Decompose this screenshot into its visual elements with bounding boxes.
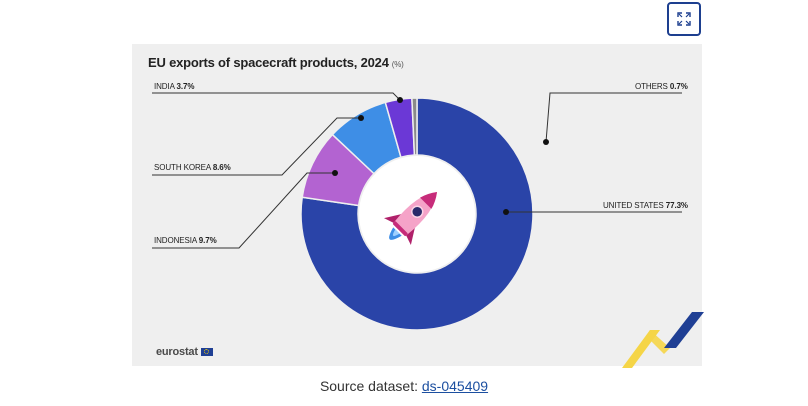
decorative-stripes (622, 312, 704, 368)
chart-panel: EU exports of spacecraft products, 2024(… (132, 44, 702, 366)
leader-line-india (152, 92, 401, 101)
dot-south-korea (358, 115, 364, 121)
label-south-korea: SOUTH KOREA 8.6% (154, 163, 231, 172)
leader-line-south-korea (152, 117, 361, 176)
donut-chart (152, 92, 682, 331)
chart-unit: (%) (391, 60, 404, 69)
dot-united-states (503, 209, 509, 215)
expand-icon (677, 12, 691, 26)
eurostat-logo: eurostat (156, 346, 213, 358)
dot-india (397, 97, 403, 103)
eu-flag-icon (200, 348, 213, 356)
label-others: OTHERS 0.7% (635, 82, 688, 91)
source-label: Source dataset: (319, 378, 418, 394)
dot-others (543, 139, 549, 145)
fullscreen-button[interactable] (667, 2, 701, 36)
source-dataset-link[interactable]: ds-045409 (421, 378, 489, 394)
leader-line-indonesia (152, 172, 335, 249)
chart-title: EU exports of spacecraft products, 2024(… (148, 55, 404, 70)
leader-line-others (545, 92, 682, 143)
label-india: INDIA 3.7% (154, 82, 195, 91)
slice-others[interactable] (411, 97, 418, 156)
rocket-icon (384, 191, 438, 245)
slice-united-states[interactable] (300, 97, 534, 331)
dot-indonesia (332, 170, 338, 176)
source-line: Source dataset: ds-045409 (0, 378, 808, 394)
label-indonesia: INDONESIA 9.7% (154, 236, 217, 245)
label-united-states: UNITED STATES 77.3% (603, 201, 688, 210)
